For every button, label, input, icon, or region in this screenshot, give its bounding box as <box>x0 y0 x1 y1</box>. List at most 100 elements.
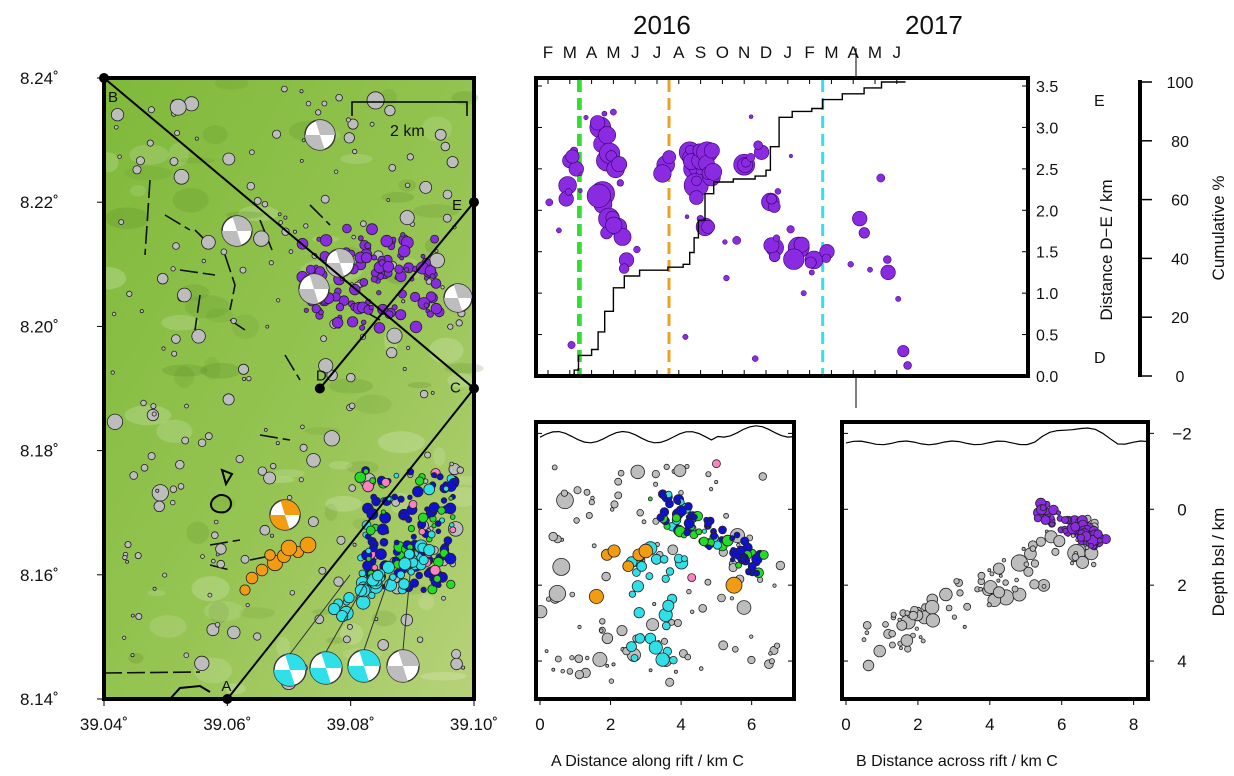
time-event <box>611 156 628 173</box>
focal-leader <box>325 574 371 653</box>
map-event-grey <box>450 657 463 671</box>
map-event-grey <box>265 324 270 329</box>
month-label: A <box>586 43 598 62</box>
depth-axis: −2 0 2 4 <box>842 424 1192 671</box>
terrain-patch <box>208 601 229 624</box>
across-event-grey <box>1002 579 1009 586</box>
map-event-grey <box>384 105 396 117</box>
focal-mechanism <box>309 651 343 685</box>
map-event-rift <box>418 528 426 536</box>
map-event-purple <box>338 295 350 307</box>
across-event-grey <box>908 610 919 621</box>
along-event-grey <box>747 655 756 665</box>
along-event-grey <box>686 588 692 595</box>
map-event-grey <box>272 129 282 139</box>
map-event-rift <box>377 523 389 536</box>
map-event-grey <box>129 471 139 480</box>
map-event-grey <box>125 559 129 564</box>
along-event-orange <box>622 560 634 572</box>
cum-tick-label: 80 <box>1171 134 1189 151</box>
point-label-A: A <box>221 678 231 695</box>
point-D <box>314 383 325 394</box>
map-event-grey <box>346 623 353 630</box>
across-event-grey <box>939 587 953 602</box>
map-event-grey <box>289 590 295 596</box>
map-event-grey <box>246 375 252 382</box>
map-event-grey <box>106 413 124 430</box>
map-event-grey <box>402 366 407 371</box>
dist-tick-label: 2.0 <box>1036 203 1058 220</box>
map-event-rift <box>423 483 436 496</box>
focal-mechanism <box>386 649 420 683</box>
along-event-rift <box>647 496 653 502</box>
map-event-grey <box>150 403 157 410</box>
across-event-grey <box>1053 535 1066 548</box>
time-event <box>682 333 689 340</box>
terrain-patch <box>418 594 435 610</box>
across-event-grey <box>1023 561 1030 567</box>
time-event <box>852 211 868 227</box>
map-event-rift <box>437 506 446 515</box>
map-event-grey <box>449 461 455 467</box>
map-event-grey <box>335 93 343 102</box>
time-event <box>618 263 630 274</box>
map-event-rift <box>366 508 379 520</box>
across-event-purple <box>1088 542 1094 549</box>
depth-tick-label: 4 <box>1177 652 1186 671</box>
along-event-cyan <box>632 568 641 577</box>
across-event-grey <box>1071 553 1080 561</box>
map-event-rift <box>362 560 373 571</box>
time-event <box>751 355 759 362</box>
map-event-grey <box>318 566 327 575</box>
map-event-cyan <box>403 548 415 560</box>
map-ytick-label: 8.16˚ <box>20 566 59 585</box>
map-event-grey <box>288 249 294 254</box>
map-event-grey <box>201 235 216 250</box>
map-event-rift <box>429 564 441 576</box>
along-event-cyan <box>634 633 646 644</box>
point-label-E: E <box>452 197 462 214</box>
along-event-grey <box>653 481 659 487</box>
map-event-grey <box>456 466 464 474</box>
month-label: J <box>653 43 662 62</box>
map-event-grey <box>399 210 415 226</box>
along-event-rift <box>736 545 746 556</box>
point-label-D: D <box>316 368 327 385</box>
along-event-grey <box>614 491 623 500</box>
across-event-grey <box>1030 559 1040 568</box>
map-event-cyan <box>423 544 436 557</box>
cum-tick-label: 100 <box>1167 75 1194 92</box>
time-event <box>598 126 617 145</box>
map-event-grey <box>419 389 429 399</box>
map-event-grey <box>134 552 142 560</box>
time-event <box>689 190 704 205</box>
terrain-patch <box>205 308 234 323</box>
time-event <box>616 179 624 187</box>
fault-line <box>209 539 241 546</box>
map-event-grey <box>269 533 274 538</box>
map-event-rift <box>433 574 442 583</box>
map-event-grey <box>404 182 411 188</box>
map-event-grey <box>306 453 321 468</box>
time-event <box>821 253 831 263</box>
along-event-grey <box>569 655 575 661</box>
map-event-orange <box>245 571 259 585</box>
along-event-grey <box>768 651 773 656</box>
along-event-grey <box>574 654 584 663</box>
along-event-rift <box>683 529 691 537</box>
across-event-grey <box>904 610 911 616</box>
map-event-rift <box>369 543 378 553</box>
along-event-cyan <box>662 599 675 612</box>
cumulative-curve <box>566 81 906 377</box>
map-event-purple <box>364 242 372 250</box>
map-event-grey <box>305 100 312 107</box>
fault-line <box>194 294 201 331</box>
map-event-grey <box>345 117 351 123</box>
topography-across <box>845 427 1149 446</box>
map-event-grey <box>401 299 406 304</box>
dist-tick-label: 3.0 <box>1036 120 1058 137</box>
map-event-rift <box>408 499 418 509</box>
focal-mechanism <box>221 215 253 247</box>
map-event-cyan <box>328 602 341 616</box>
along-event-rift <box>704 519 713 528</box>
